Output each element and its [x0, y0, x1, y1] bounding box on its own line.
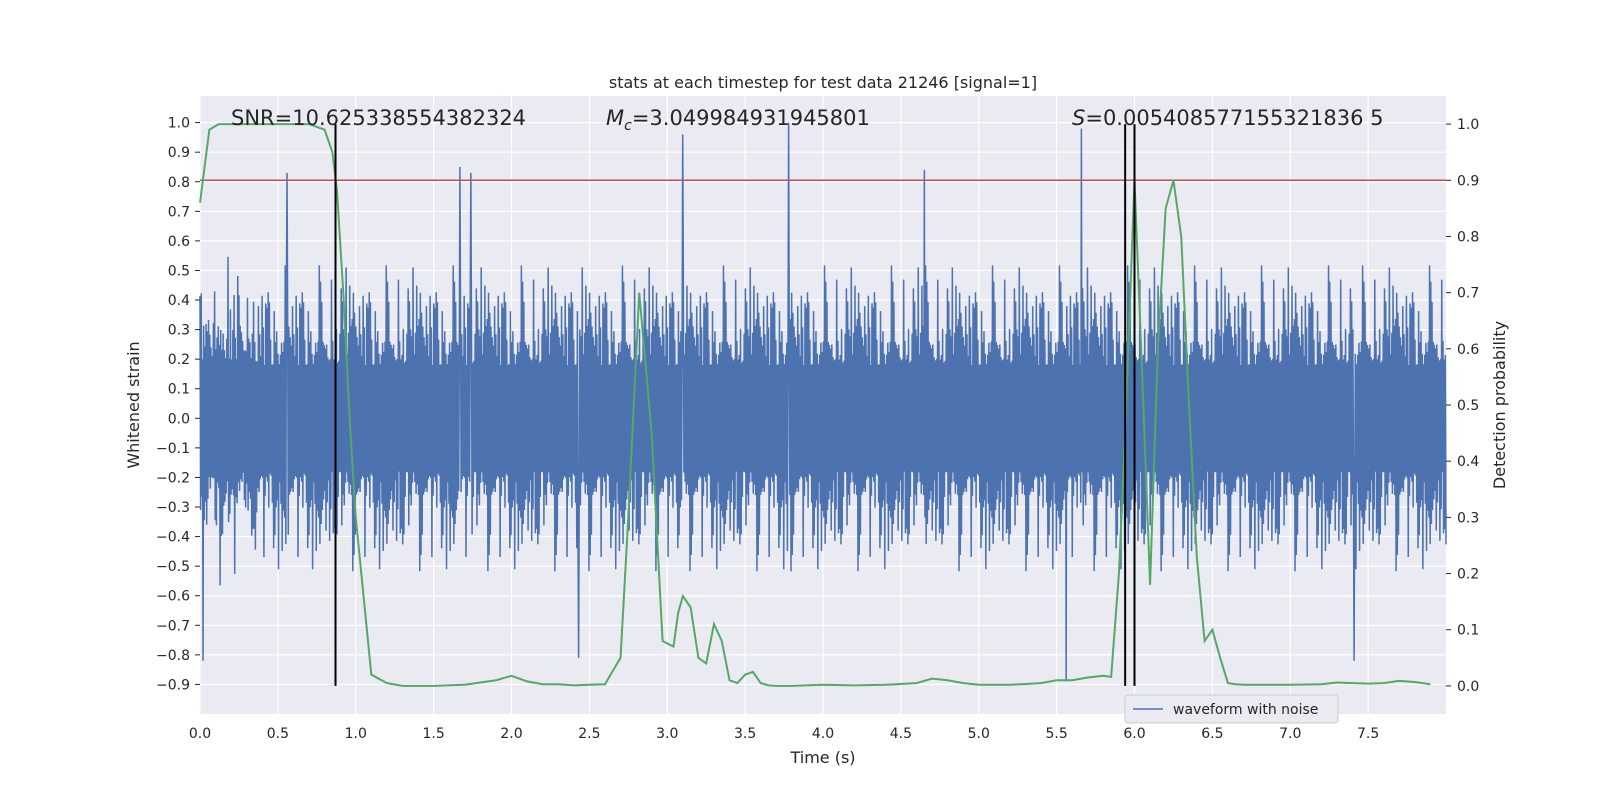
y-left-tick-label: −0.9: [156, 677, 190, 693]
y-left-tick-label: 0.6: [168, 234, 190, 250]
y-left-tick-label: 0.9: [168, 145, 190, 161]
x-tick-label: 1.5: [422, 726, 444, 742]
mc-value: =3.049984931945801: [632, 106, 870, 130]
y-right-tick-label: 0.0: [1457, 679, 1479, 695]
y-right-tick-label: 1.0: [1457, 117, 1479, 133]
y-left-tick-label: −0.7: [156, 618, 190, 634]
y-axis-right: 1.0 0.9 0.8 0.7 0.6 0.5 0.4 0.3 0.2 0.1 0.0: [1446, 117, 1479, 695]
chirp-mass-annotation: Mc=3.049984931945801: [606, 106, 870, 134]
y-left-tick-label: −0.1: [156, 441, 190, 457]
legend-label: waveform with noise: [1173, 702, 1318, 718]
y-left-tick-label: 0.3: [168, 323, 190, 339]
y-left-tick-label: −0.8: [156, 648, 190, 664]
y-right-tick-label: 0.3: [1457, 510, 1479, 526]
x-tick-label: 5.0: [968, 726, 990, 742]
y-right-tick-label: 0.5: [1457, 398, 1479, 414]
x-tick-label: 7.0: [1279, 726, 1301, 742]
x-axis: 0.0 0.5 1.0 1.5 2.0 2.5 3.0 3.5 4.0 4.5 5.0 5.5 6.0 6…: [189, 726, 1379, 742]
x-tick-label: 1.0: [345, 726, 367, 742]
y-right-tick-label: 0.8: [1457, 229, 1479, 245]
waveform-series: [199, 122, 1447, 682]
mc-subscript: c: [624, 118, 632, 134]
s-value: =0.005408577155321836 5: [1085, 106, 1383, 130]
x-tick-label: 4.5: [890, 726, 912, 742]
y-right-tick-label: 0.4: [1457, 454, 1479, 470]
x-axis-label: Time (s): [789, 748, 855, 767]
y-right-tick-label: 0.9: [1457, 173, 1479, 189]
y-left-tick-label: 0.7: [168, 204, 190, 220]
y-left-tick-label: 0.5: [168, 263, 190, 279]
y-left-tick-label: −0.6: [156, 589, 190, 605]
chart-title: stats at each timestep for test data 212…: [609, 73, 1037, 92]
x-tick-label: 3.0: [656, 726, 678, 742]
y-left-tick-label: 0.0: [168, 411, 190, 427]
y-left-tick-label: −0.3: [156, 500, 190, 516]
snr-annotation: SNR=10.625338554382324: [231, 106, 526, 130]
y-left-tick-label: 0.1: [168, 382, 190, 398]
probability-series: [199, 123, 1431, 687]
y-axis-left: 1.0 0.9 0.8 0.7 0.6 0.5 0.4 0.3 0.2 0.1 0.0 −0.1 −0.…: [156, 116, 200, 693]
y-left-tick-label: −0.5: [156, 559, 190, 575]
x-tick-label: 7.5: [1357, 726, 1379, 742]
y-right-tick-label: 0.7: [1457, 286, 1479, 302]
x-tick-label: 6.0: [1123, 726, 1145, 742]
y-right-tick-label: 0.6: [1457, 342, 1479, 358]
y-left-tick-label: −0.4: [156, 530, 190, 546]
x-tick-label: 6.5: [1201, 726, 1223, 742]
x-tick-label: 3.5: [734, 726, 756, 742]
x-tick-label: 5.5: [1045, 726, 1067, 742]
probability-line: [199, 123, 1431, 687]
x-tick-label: 0.0: [189, 726, 211, 742]
vertical-markers: [334, 124, 1136, 686]
y-axis-left-label: Whitened strain: [124, 341, 143, 468]
x-tick-label: 2.0: [500, 726, 522, 742]
mc-symbol: M: [606, 106, 624, 130]
y-right-tick-label: 0.2: [1457, 567, 1479, 583]
x-tick-label: 0.5: [267, 726, 289, 742]
y-left-tick-label: −0.2: [156, 470, 190, 486]
x-tick-label: 4.0: [812, 726, 834, 742]
s-symbol: S: [1072, 106, 1085, 130]
y-left-tick-label: 0.2: [168, 352, 190, 368]
y-axis-right-label: Detection probability: [1490, 321, 1509, 489]
waveform-line: [199, 122, 1447, 682]
legend-box: [1124, 694, 1339, 724]
y-left-tick-label: 0.4: [168, 293, 190, 309]
y-left-tick-label: 1.0: [168, 116, 190, 132]
y-right-tick-label: 0.1: [1457, 623, 1479, 639]
x-tick-label: 2.5: [578, 726, 600, 742]
s-annotation: S=0.005408577155321836 5: [1072, 106, 1384, 130]
legend: waveform with noise: [1124, 694, 1339, 724]
y-left-tick-label: 0.8: [168, 175, 190, 191]
